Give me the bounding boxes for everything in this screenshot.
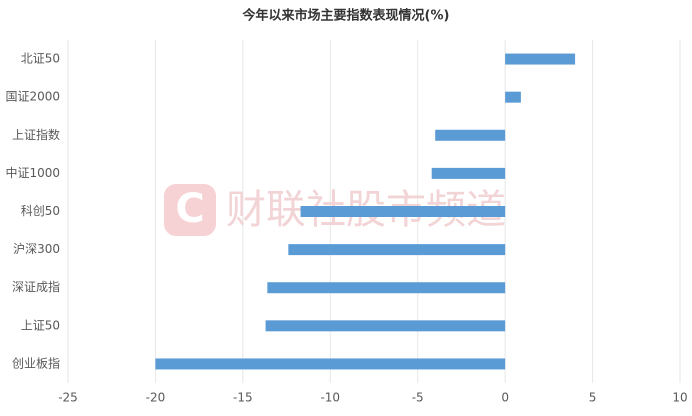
bar bbox=[265, 320, 506, 332]
chart-title: 今年以来市场主要指数表现情况(%) bbox=[242, 8, 450, 24]
y-tick-label: 国证2000 bbox=[5, 90, 60, 104]
x-tick-label: -5 bbox=[412, 391, 424, 405]
x-tick-label: -20 bbox=[146, 391, 166, 405]
x-tick-label: -10 bbox=[320, 391, 340, 405]
y-tick-label: 创业板指 bbox=[12, 355, 60, 370]
bar bbox=[267, 282, 506, 294]
x-tick-label: -15 bbox=[233, 391, 253, 405]
x-tick-label: 10 bbox=[672, 391, 687, 405]
bar bbox=[288, 244, 506, 256]
x-tick-label: 0 bbox=[501, 391, 509, 405]
x-tick-label: -25 bbox=[58, 391, 78, 405]
bar bbox=[155, 358, 506, 370]
y-tick-label: 上证指数 bbox=[12, 127, 60, 142]
bar bbox=[431, 167, 506, 179]
x-tick-label: 5 bbox=[589, 391, 597, 405]
watermark-logo-letter: C bbox=[175, 186, 204, 232]
bar bbox=[300, 206, 506, 217]
y-tick-label: 科创50 bbox=[21, 204, 60, 218]
watermark-logo bbox=[164, 184, 216, 236]
y-tick-label: 深证成指 bbox=[12, 279, 60, 294]
y-tick-label: 沪深300 bbox=[13, 242, 60, 256]
y-tick-label: 中证1000 bbox=[5, 165, 60, 180]
y-tick-label: 上证50 bbox=[21, 318, 60, 332]
bar bbox=[505, 53, 576, 65]
bar bbox=[505, 91, 521, 103]
y-tick-label: 北证50 bbox=[21, 52, 60, 66]
bar bbox=[435, 129, 506, 141]
